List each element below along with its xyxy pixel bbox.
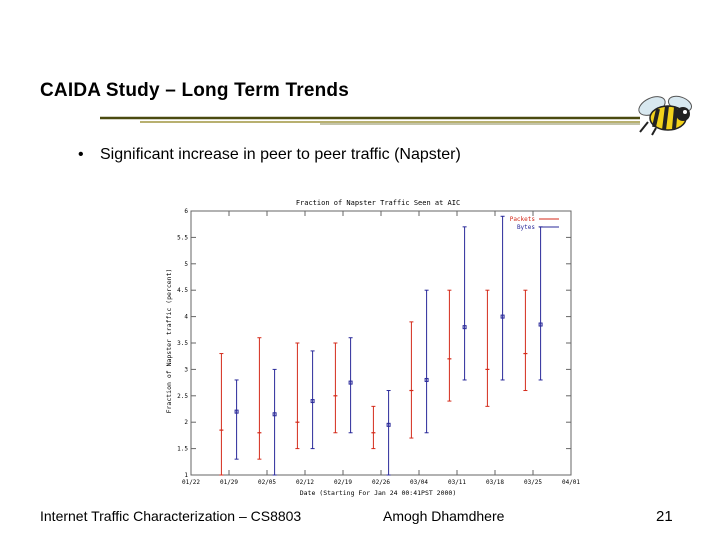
x-tick-label: 01/29 (220, 479, 238, 486)
page-number: 21 (656, 508, 673, 525)
x-tick-label: 02/19 (334, 479, 352, 486)
slide-title: CAIDA Study – Long Term Trends (40, 80, 349, 101)
y-tick-label: 1.5 (177, 446, 188, 453)
data-point-bytes (348, 380, 353, 385)
y-tick-label: 2.5 (177, 393, 188, 400)
y-tick-label: 5.5 (177, 234, 188, 241)
x-tick-label: 03/04 (410, 479, 428, 486)
title-rule (100, 116, 640, 125)
y-tick-label: 4 (184, 314, 188, 321)
bullet-dot: • (78, 146, 84, 163)
x-tick-label: 04/01 (562, 479, 580, 486)
bullet-text: Significant increase in peer to peer tra… (100, 146, 461, 163)
x-tick-label: 03/11 (448, 479, 466, 486)
legend-label: Packets (510, 216, 536, 223)
y-tick-label: 4.5 (177, 287, 188, 294)
y-tick-label: 3.5 (177, 340, 188, 347)
y-tick-label: 1 (184, 472, 188, 479)
data-point-bytes (462, 325, 467, 330)
y-tick-label: 3 (184, 366, 188, 373)
chart-y-axis-label: Fraction of Napster traffic (percent) (165, 269, 173, 414)
data-point-bytes (310, 399, 315, 404)
y-tick-label: 2 (184, 419, 188, 426)
y-tick-label: 6 (184, 208, 188, 215)
y-tick-label: 5 (184, 261, 188, 268)
x-tick-label: 03/18 (486, 479, 504, 486)
data-point-bytes (234, 409, 239, 414)
data-point-bytes (386, 422, 391, 427)
napster-traffic-chart: Fraction of Napster Traffic Seen at AIC … (163, 193, 583, 498)
x-tick-label: 02/26 (372, 479, 390, 486)
footer-author: Amogh Dhamdhere (383, 508, 505, 524)
footer-course: Internet Traffic Characterization – CS88… (40, 508, 302, 524)
bee-logo-icon (638, 95, 693, 136)
x-tick-label: 02/12 (296, 479, 314, 486)
bullet-item: • Significant increase in peer to peer tr… (78, 146, 461, 164)
chart-title: Fraction of Napster Traffic Seen at AIC (296, 199, 460, 207)
data-point-bytes (424, 377, 429, 382)
x-tick-label: 03/25 (524, 479, 542, 486)
legend-label: Bytes (517, 224, 535, 231)
chart-x-axis-label: Date (Starting For Jan 24 00:41PST 2000) (300, 489, 457, 497)
data-point-bytes (272, 412, 277, 417)
data-point-bytes (500, 314, 505, 319)
data-point-bytes (538, 322, 543, 327)
x-tick-label: 01/22 (182, 479, 200, 486)
x-tick-label: 02/05 (258, 479, 276, 486)
